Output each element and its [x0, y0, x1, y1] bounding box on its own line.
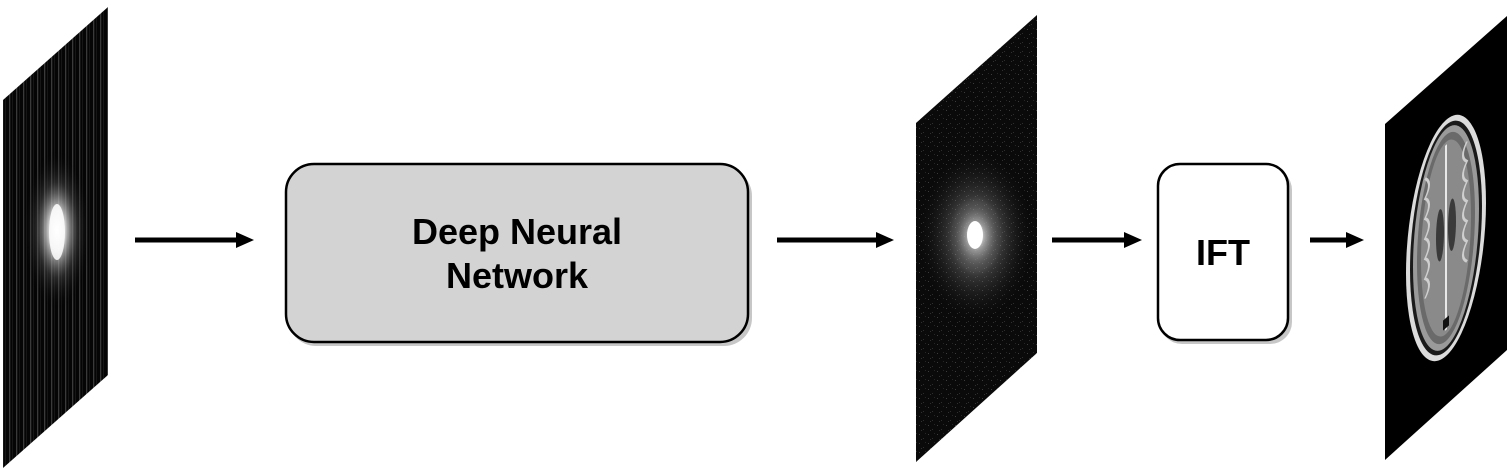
- arrow-4: [1310, 232, 1364, 248]
- dnn-label-line-1: Deep Neural: [412, 211, 622, 252]
- ift-label: IFT: [1196, 232, 1250, 273]
- arrow-1: [135, 232, 254, 248]
- deep-neural-network-box: Deep Neural Network: [284, 162, 752, 346]
- dnn-label-line-2: Network: [446, 255, 589, 296]
- mri-image-plane: [1385, 16, 1507, 460]
- undersampled-kspace-plane: [3, 7, 108, 468]
- ift-box: IFT: [1156, 162, 1292, 344]
- arrow-3: [1052, 232, 1142, 248]
- reconstructed-kspace-plane: [916, 15, 1037, 462]
- arrow-2: [777, 232, 894, 248]
